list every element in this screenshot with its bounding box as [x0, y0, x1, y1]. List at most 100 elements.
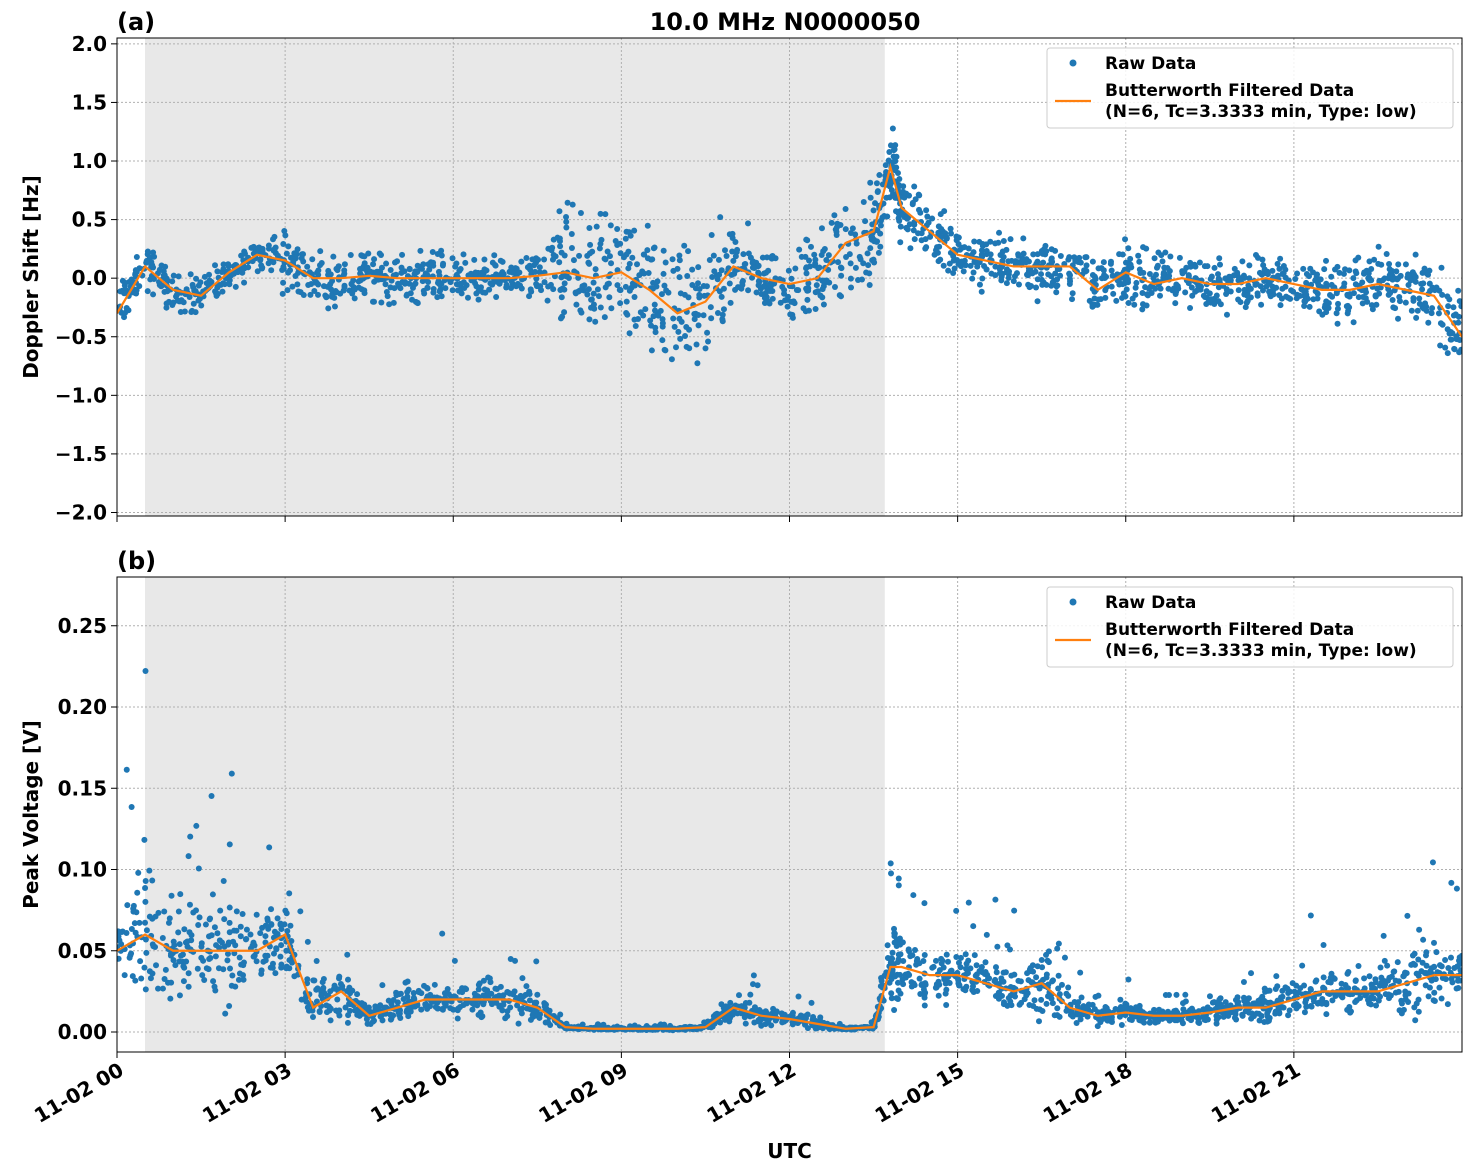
raw-data-point — [1055, 972, 1062, 979]
raw-data-point — [397, 285, 404, 292]
raw-data-point — [1240, 979, 1247, 986]
raw-data-point — [305, 1007, 312, 1014]
raw-data-point — [1039, 976, 1046, 983]
raw-data-point — [1136, 258, 1143, 265]
raw-data-point — [489, 1001, 496, 1008]
raw-data-point — [684, 273, 691, 280]
raw-data-point — [703, 283, 710, 290]
raw-data-point — [317, 248, 324, 255]
raw-data-point — [1108, 267, 1115, 274]
raw-data-point — [1054, 266, 1061, 273]
raw-data-point — [1244, 298, 1251, 305]
raw-data-point — [1017, 978, 1024, 985]
raw-data-point — [1317, 276, 1324, 283]
raw-data-point — [304, 263, 311, 270]
raw-data-point — [842, 226, 849, 233]
raw-data-point — [1403, 970, 1410, 977]
raw-data-point — [947, 225, 954, 232]
raw-data-point — [1011, 971, 1018, 978]
raw-data-point — [982, 959, 989, 966]
raw-data-point — [442, 1001, 449, 1008]
raw-data-point — [320, 283, 327, 290]
raw-data-point — [1036, 985, 1043, 992]
raw-data-point — [802, 308, 809, 315]
raw-data-point — [168, 892, 175, 899]
raw-data-point — [1310, 296, 1317, 303]
raw-data-point — [402, 979, 409, 986]
raw-data-point — [1246, 275, 1253, 282]
raw-data-point — [409, 284, 416, 291]
raw-data-point — [370, 1018, 377, 1025]
raw-data-point — [1416, 300, 1423, 307]
raw-data-point — [874, 188, 881, 195]
raw-data-point — [247, 931, 254, 938]
raw-data-point — [967, 262, 974, 269]
raw-data-point — [1187, 305, 1194, 312]
raw-data-point — [791, 300, 798, 307]
raw-data-point — [410, 990, 417, 997]
raw-data-point — [803, 265, 810, 272]
raw-data-point — [1366, 973, 1373, 980]
raw-data-point — [1076, 254, 1083, 261]
panel-label: (a) — [117, 8, 155, 36]
raw-data-point — [181, 926, 188, 933]
raw-data-point — [1252, 252, 1259, 259]
raw-data-point — [228, 770, 235, 777]
raw-data-point — [1033, 260, 1040, 267]
raw-data-point — [1453, 333, 1460, 340]
raw-data-point — [259, 264, 266, 271]
raw-data-point — [1405, 271, 1412, 278]
raw-data-point — [1380, 932, 1387, 939]
raw-data-point — [1383, 250, 1390, 257]
raw-data-point — [1299, 962, 1306, 969]
raw-data-point — [527, 286, 534, 293]
raw-data-point — [211, 983, 218, 990]
raw-data-point — [937, 256, 944, 263]
raw-data-point — [1000, 254, 1007, 261]
raw-data-point — [708, 315, 715, 322]
raw-data-point — [900, 958, 907, 965]
raw-data-point — [601, 314, 608, 321]
raw-data-point — [1123, 286, 1130, 293]
raw-data-point — [1223, 311, 1230, 318]
raw-data-point — [361, 287, 368, 294]
raw-data-point — [891, 146, 898, 153]
raw-data-point — [897, 239, 904, 246]
raw-data-point — [124, 902, 131, 909]
raw-data-point — [706, 256, 713, 263]
raw-data-point — [707, 304, 714, 311]
raw-data-point — [732, 253, 739, 260]
chart-title: 10.0 MHz N0000050 — [650, 8, 921, 36]
raw-data-point — [750, 972, 757, 979]
raw-data-point — [144, 248, 151, 255]
raw-data-point — [696, 294, 703, 301]
raw-data-point — [922, 245, 929, 252]
raw-data-point — [142, 919, 149, 926]
raw-data-point — [333, 289, 340, 296]
raw-data-point — [379, 1017, 386, 1024]
raw-data-point — [889, 968, 896, 975]
raw-data-point — [888, 990, 895, 997]
raw-data-point — [958, 258, 965, 265]
raw-data-point — [289, 283, 296, 290]
raw-data-point — [1215, 271, 1222, 278]
y-tick-label: 0.15 — [58, 776, 107, 800]
raw-data-point — [330, 985, 337, 992]
raw-data-point — [1105, 1016, 1112, 1023]
raw-data-point — [351, 295, 358, 302]
raw-data-point — [915, 230, 922, 237]
raw-data-point — [614, 267, 621, 274]
raw-data-point — [284, 927, 291, 934]
raw-data-point — [526, 293, 533, 300]
raw-data-point — [1030, 251, 1037, 258]
raw-data-point — [743, 1011, 750, 1018]
raw-data-point — [721, 247, 728, 254]
raw-data-point — [696, 286, 703, 293]
raw-data-point — [1350, 319, 1357, 326]
raw-data-point — [1352, 977, 1359, 984]
raw-data-point — [921, 994, 928, 1001]
raw-data-point — [693, 341, 700, 348]
raw-data-point — [1235, 296, 1242, 303]
raw-data-point — [585, 259, 592, 266]
raw-data-point — [1125, 245, 1132, 252]
